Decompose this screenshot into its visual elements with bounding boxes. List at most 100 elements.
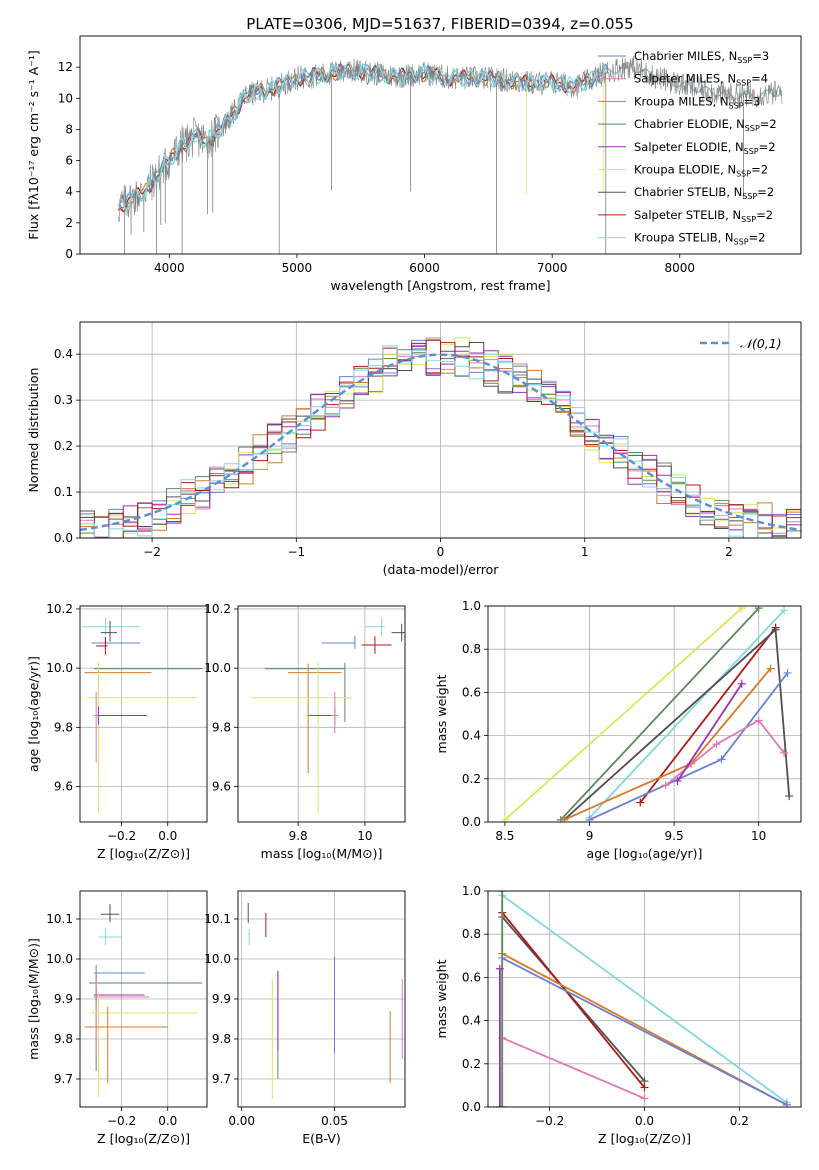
- plot-area-residuals: [80, 337, 801, 538]
- series-marker-chab_miles: [783, 668, 792, 677]
- plot-area-spectrum: [117, 55, 783, 254]
- y-tick-label: 10.0: [46, 661, 73, 675]
- x-axis-label: (data-model)/error: [383, 562, 500, 577]
- series-marker-salp_stelib: [640, 1083, 649, 1092]
- y-tick-label: 6: [65, 154, 73, 168]
- y-tick-label: 10.0: [204, 952, 231, 966]
- chart-spectrum: 4000 5000 6000 7000 8000 0 2 4 6 8 10 12 wavelength …: [26, 35, 802, 293]
- x-axis-label: Z [log₁₀(Z/Z⊙)]: [97, 846, 190, 861]
- series-marker-salp_miles: [780, 748, 789, 757]
- chart-massweight_vs_age: 8.5 9 9.5 10 0.0 0.2 0.4 0.6 0.8 1.0 age [log₁₀(ag…: [434, 599, 802, 861]
- plot-area-massweight_vs_age: [500, 606, 794, 822]
- x-tick-label: 6000: [409, 261, 440, 275]
- legend-entry-salp_miles: Salpeter MILES, NSSP=4: [634, 72, 768, 88]
- x-tick-label: 8.5: [495, 829, 514, 843]
- series-marker-salp_elodie: [495, 964, 504, 973]
- legend-entry-salp_elodie: Salpeter ELODIE, NSSP=2: [634, 140, 776, 156]
- series-line-chab_miles: [589, 672, 789, 821]
- x-tick-label: −0.2: [535, 1114, 564, 1128]
- normal-curve: [80, 353, 801, 532]
- series-marker-salp_elodie: [673, 776, 682, 785]
- x-tick-label: 2: [725, 545, 733, 559]
- axes-frame: [79, 890, 208, 1108]
- y-axis-label: mass weight: [434, 674, 449, 753]
- y-tick-label: 1.0: [462, 884, 481, 898]
- legend: Chabrier MILES, NSSP=3 Salpeter MILES, NS…: [598, 49, 777, 247]
- y-tick-label: 0.2: [462, 772, 481, 786]
- x-tick-label: 4000: [154, 261, 185, 275]
- y-tick-label: 0.8: [462, 927, 481, 941]
- y-tick-label: 4: [65, 185, 73, 199]
- y-axis-label: age [log₁₀(age/yr)]: [26, 656, 41, 772]
- series-line-krou_miles: [563, 668, 772, 821]
- legend-entry-krou_elodie: Kroupa ELODIE, NSSP=2: [634, 163, 768, 179]
- series-marker-salp_miles: [712, 740, 721, 749]
- legend-entry-chab_miles: Chabrier MILES, NSSP=3: [634, 49, 769, 65]
- y-tick-label: 0.8: [462, 642, 481, 656]
- y-tick-label: 9.7: [212, 1072, 231, 1086]
- axes-frame: [237, 890, 406, 1108]
- series-line-chab_elodie: [560, 607, 760, 821]
- chart-age_vs_Z: −0.2 0.0 9.6 9.8 10.0 10.2 Z [log₁₀(Z/Z⊙)] age …: [26, 602, 208, 861]
- y-tick-label: 10.2: [204, 602, 231, 616]
- y-tick-label: 0: [65, 247, 73, 261]
- x-tick-label: 0.0: [158, 1114, 177, 1128]
- y-tick-label: 2: [65, 216, 73, 230]
- x-axis-label: Z [log₁₀(Z/Z⊙)]: [598, 1131, 691, 1146]
- observed-spectrum: [118, 55, 783, 223]
- x-tick-label: 9.8: [289, 829, 308, 843]
- axes-frame: [79, 321, 802, 539]
- x-tick-label: 0.0: [158, 829, 177, 843]
- y-tick-label: 0.0: [462, 1100, 481, 1114]
- plot-area-age_vs_Z: [82, 617, 203, 814]
- x-tick-label: 8000: [664, 261, 695, 275]
- x-axis-label: mass [log₁₀(M/M⊙)]: [261, 846, 383, 861]
- x-tick-label: −0.2: [107, 829, 136, 843]
- series-line-chab_miles: [501, 957, 788, 1106]
- x-tick-label: 10: [357, 829, 372, 843]
- y-tick-label: 9.6: [212, 779, 231, 793]
- plot-area-massweight_vs_Z: [495, 891, 791, 1107]
- histogram-krou_stelib: [80, 345, 801, 538]
- legend-entry-chab_elodie: Chabrier ELODIE, NSSP=2: [634, 117, 777, 133]
- legend-entry-normal: 𝒩(0,1): [740, 336, 782, 351]
- series-marker-chab_elodie: [754, 606, 763, 613]
- y-tick-label: 0.4: [54, 347, 73, 361]
- y-tick-label: 9.9: [212, 992, 231, 1006]
- y-tick-label: 0.1: [54, 485, 73, 499]
- series-line-salp_stelib: [501, 912, 646, 1089]
- y-tick-label: 0.2: [54, 439, 73, 453]
- y-tick-label: 0.3: [54, 393, 73, 407]
- x-tick-label: 1: [581, 545, 589, 559]
- series-marker-salp_miles: [754, 716, 763, 725]
- legend-entry-krou_stelib: Kroupa STELIB, NSSP=2: [634, 231, 765, 247]
- axes-frame: [237, 605, 406, 823]
- axes-frame: [487, 890, 802, 1108]
- model-spectrum-overlay: [120, 61, 607, 211]
- y-axis-label: mass [log₁₀(M/M⊙)]: [26, 938, 41, 1060]
- x-tick-label: −2: [143, 545, 161, 559]
- y-tick-label: 12: [58, 60, 73, 74]
- series-marker-chab_stelib: [785, 792, 794, 801]
- series-line-salp_miles: [665, 719, 785, 786]
- legend-entry-chab_stelib: Chabrier STELIB, NSSP=2: [634, 185, 774, 201]
- x-axis-label: E(B-V): [302, 1131, 341, 1146]
- axes-frame: [79, 35, 802, 255]
- series-marker-krou_elodie: [500, 815, 509, 822]
- x-tick-label: 0.2: [730, 1114, 749, 1128]
- series-marker-salp_stelib: [636, 798, 645, 807]
- y-tick-label: 8: [65, 122, 73, 136]
- series-marker-chab_elodie: [498, 891, 507, 895]
- plot-area-mass_vs_Z: [84, 904, 203, 1097]
- y-tick-label: 9.8: [54, 1032, 73, 1046]
- y-tick-label: 10.0: [46, 952, 73, 966]
- x-tick-label: 0.0: [635, 1114, 654, 1128]
- plot-layer: 4000 5000 6000 7000 8000024681012wavelength …: [26, 35, 802, 1146]
- plot-area-age_vs_mass: [251, 617, 405, 814]
- legend-entry-krou_miles: Kroupa MILES, NSSP=3: [634, 94, 760, 110]
- y-tick-label: 0.4: [462, 729, 481, 743]
- chart-age_vs_mass: 9.8 10 9.6 9.8 10.0 10.2 mass [log₁₀(M/M⊙)]: [204, 602, 406, 861]
- y-tick-label: 10.2: [46, 602, 73, 616]
- y-tick-label: 0.2: [462, 1057, 481, 1071]
